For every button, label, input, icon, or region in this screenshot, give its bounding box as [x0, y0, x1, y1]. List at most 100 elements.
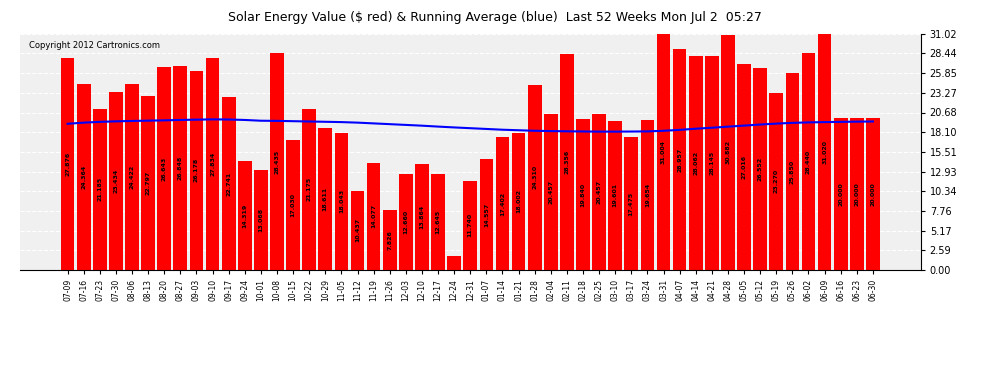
- Bar: [721, 35, 735, 270]
- Bar: [286, 140, 300, 270]
- Text: 12.660: 12.660: [403, 210, 408, 234]
- Text: 13.068: 13.068: [258, 208, 263, 232]
- Text: 28.145: 28.145: [710, 151, 715, 175]
- Bar: [705, 56, 719, 270]
- Text: 26.178: 26.178: [194, 158, 199, 183]
- Bar: [528, 85, 542, 270]
- Bar: [335, 133, 348, 270]
- Text: 20.000: 20.000: [839, 182, 843, 206]
- Bar: [850, 118, 863, 270]
- Text: 23.270: 23.270: [774, 170, 779, 194]
- Text: 23.434: 23.434: [114, 169, 119, 193]
- Text: 14.077: 14.077: [371, 204, 376, 228]
- Text: 28.957: 28.957: [677, 148, 682, 172]
- Bar: [190, 70, 203, 270]
- Text: 18.611: 18.611: [323, 187, 328, 211]
- Text: 14.557: 14.557: [484, 202, 489, 227]
- Bar: [834, 118, 847, 270]
- Text: 17.030: 17.030: [291, 193, 296, 217]
- Text: 19.654: 19.654: [644, 183, 649, 207]
- Text: 28.356: 28.356: [564, 150, 569, 174]
- Bar: [93, 109, 107, 270]
- Bar: [673, 50, 686, 270]
- Bar: [656, 34, 670, 270]
- Text: 28.062: 28.062: [693, 151, 698, 175]
- Bar: [641, 120, 654, 270]
- Bar: [77, 84, 90, 270]
- Text: 27.876: 27.876: [65, 152, 70, 176]
- Bar: [447, 256, 461, 270]
- Text: 31.020: 31.020: [822, 140, 827, 164]
- Text: 22.741: 22.741: [226, 171, 231, 195]
- Text: 26.552: 26.552: [757, 157, 762, 181]
- Bar: [544, 114, 557, 270]
- Text: 18.043: 18.043: [339, 189, 344, 213]
- Text: 20.457: 20.457: [548, 180, 553, 204]
- Bar: [142, 96, 155, 270]
- Bar: [560, 54, 574, 270]
- Text: 26.848: 26.848: [178, 156, 183, 180]
- Text: 14.319: 14.319: [243, 203, 248, 228]
- Text: 21.175: 21.175: [307, 177, 312, 201]
- Text: Copyright 2012 Cartronics.com: Copyright 2012 Cartronics.com: [29, 41, 159, 50]
- Bar: [738, 64, 750, 270]
- Text: 20.000: 20.000: [854, 182, 859, 206]
- Text: 17.475: 17.475: [629, 191, 634, 216]
- Bar: [157, 67, 171, 270]
- Text: 17.402: 17.402: [500, 192, 505, 216]
- Bar: [350, 190, 364, 270]
- Bar: [319, 128, 332, 270]
- Bar: [769, 93, 783, 270]
- Bar: [753, 68, 767, 270]
- Bar: [609, 121, 622, 270]
- Text: 31.004: 31.004: [661, 140, 666, 164]
- Bar: [222, 97, 236, 270]
- Text: 20.000: 20.000: [870, 182, 875, 206]
- Text: 25.850: 25.850: [790, 159, 795, 184]
- Bar: [463, 181, 477, 270]
- Text: 21.185: 21.185: [97, 177, 102, 201]
- Bar: [302, 109, 316, 270]
- Text: 24.422: 24.422: [130, 165, 135, 189]
- Bar: [399, 174, 413, 270]
- Text: 24.310: 24.310: [533, 165, 538, 189]
- Text: 7.826: 7.826: [387, 230, 392, 250]
- Bar: [432, 174, 445, 270]
- Text: 27.016: 27.016: [742, 155, 746, 179]
- Text: 28.435: 28.435: [274, 150, 279, 174]
- Bar: [496, 138, 509, 270]
- Bar: [576, 119, 590, 270]
- Text: 11.740: 11.740: [467, 213, 473, 237]
- Bar: [802, 53, 816, 270]
- Bar: [625, 137, 639, 270]
- Text: 24.364: 24.364: [81, 165, 86, 189]
- Bar: [689, 56, 703, 270]
- Bar: [366, 163, 380, 270]
- Bar: [592, 114, 606, 270]
- Bar: [206, 58, 220, 270]
- Text: 12.645: 12.645: [436, 210, 441, 234]
- Bar: [60, 58, 74, 270]
- Bar: [383, 210, 397, 270]
- Text: 27.834: 27.834: [210, 152, 215, 176]
- Bar: [173, 66, 187, 270]
- Text: 30.882: 30.882: [726, 140, 731, 165]
- Bar: [512, 133, 526, 270]
- Bar: [818, 34, 832, 270]
- Text: 22.797: 22.797: [146, 171, 150, 195]
- Bar: [270, 54, 284, 270]
- Text: 26.643: 26.643: [161, 156, 166, 181]
- Text: 18.002: 18.002: [516, 189, 521, 213]
- Bar: [254, 171, 267, 270]
- Text: 19.601: 19.601: [613, 183, 618, 207]
- Text: 28.440: 28.440: [806, 150, 811, 174]
- Text: 10.437: 10.437: [355, 218, 360, 242]
- Bar: [785, 73, 799, 270]
- Bar: [415, 164, 429, 270]
- Text: Solar Energy Value ($ red) & Running Average (blue)  Last 52 Weeks Mon Jul 2  05: Solar Energy Value ($ red) & Running Ave…: [228, 11, 762, 24]
- Bar: [109, 92, 123, 270]
- Bar: [125, 84, 139, 270]
- Text: 13.864: 13.864: [420, 205, 425, 230]
- Text: 20.457: 20.457: [597, 180, 602, 204]
- Bar: [479, 159, 493, 270]
